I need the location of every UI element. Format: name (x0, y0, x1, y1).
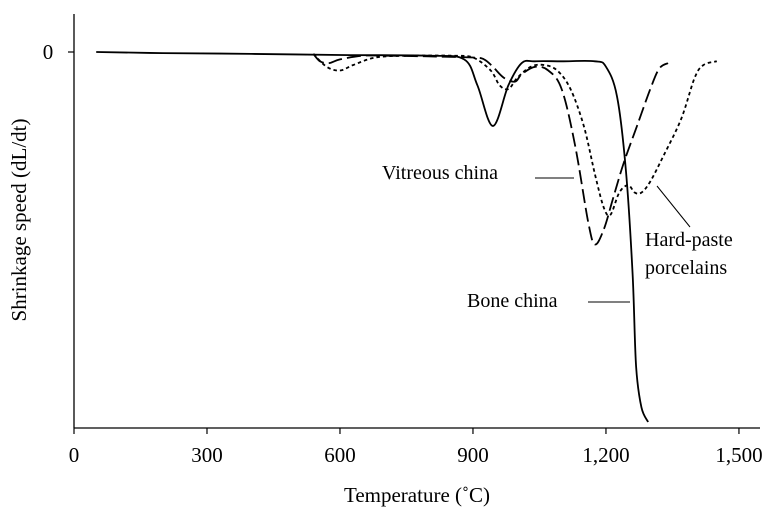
series-line-bone-china (96, 51, 649, 423)
x-tick-label: 900 (457, 443, 489, 467)
y-tick-label: 0 (43, 40, 54, 64)
series-layer (96, 51, 718, 423)
x-tick-label: 1,200 (582, 443, 629, 467)
y-ticks: 0 (43, 40, 74, 64)
x-tick-label: 1,500 (715, 443, 762, 467)
series-line-hard-paste-porcelains (312, 53, 718, 217)
x-tick-label: 600 (324, 443, 356, 467)
series-label-vitreous-china: Vitreous china (382, 162, 574, 184)
leader-line-hard-paste (656, 185, 691, 228)
series-label-bone-china: Bone china (467, 290, 630, 312)
series-line-vitreous-china (312, 53, 669, 246)
series-label-vitreous-china-text: Vitreous china (382, 162, 498, 184)
series-label-bone-china-text: Bone china (467, 290, 558, 312)
y-axis-title: Shrinkage speed (dL/dt) (7, 119, 31, 322)
series-label-hard-paste-line2: porcelains (645, 257, 727, 279)
axes (73, 14, 760, 429)
x-tick-label: 300 (191, 443, 223, 467)
x-ticks: 0 300 600 900 1,200 1,500 (69, 428, 763, 467)
series-label-hard-paste-line1: Hard-paste (645, 229, 733, 251)
x-axis-title: Temperature (˚C) (344, 483, 490, 507)
x-tick-label: 0 (69, 443, 80, 467)
series-label-hard-paste: Hard-paste porcelains (645, 185, 733, 279)
